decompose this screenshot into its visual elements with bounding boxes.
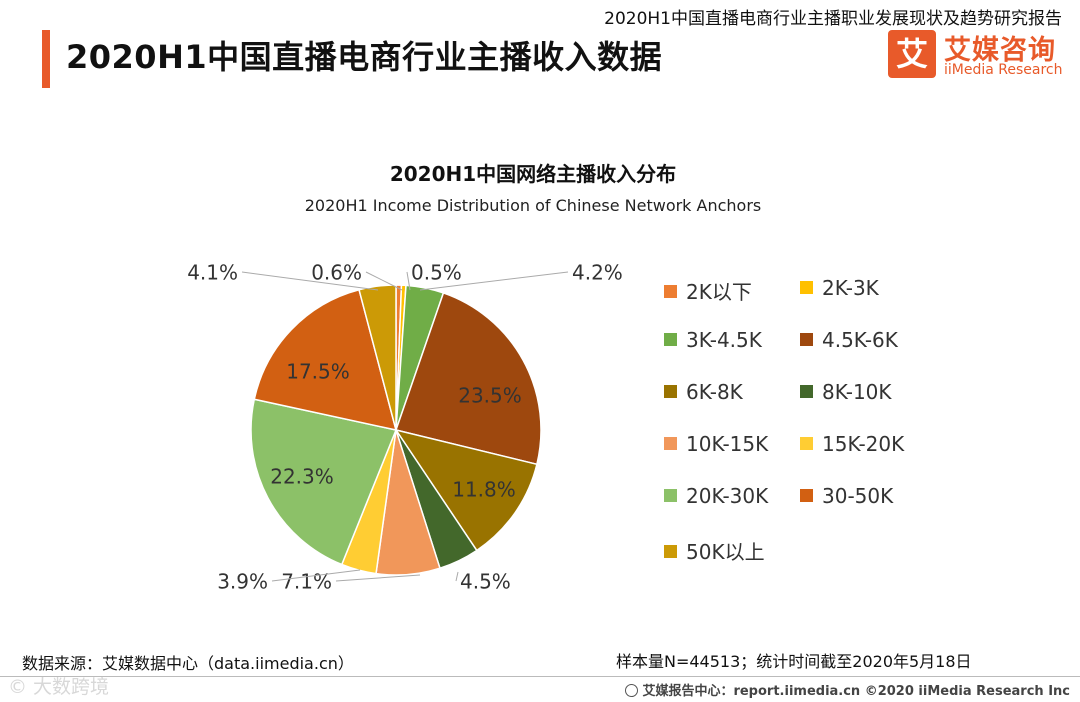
globe-icon: [625, 684, 639, 697]
leader-line-2: [419, 271, 569, 291]
leader-line-7: [271, 569, 361, 582]
legend-swatch: [664, 545, 677, 558]
legend-item-10: 50K以上: [664, 536, 765, 565]
sample-note: 样本量N=44513；统计时间截至2020年5月18日: [616, 652, 972, 671]
slice-label-2: 4.2%: [572, 261, 623, 285]
legend-swatch: [800, 385, 813, 398]
legend-label: 15K-20K: [822, 432, 905, 456]
iimedia-logo: 艾 艾媒咨询 iiMedia Research: [888, 30, 1064, 82]
legend-label: 10K-15K: [686, 432, 769, 456]
pie-slice-4: [394, 428, 538, 552]
page-title: 2020H1中国直播电商行业主播收入数据: [66, 38, 663, 76]
slice-label-7: 3.9%: [217, 570, 268, 594]
pie-slice-9: [253, 288, 398, 431]
legend-item-8: 20K-30K: [664, 484, 768, 508]
pie-slice-8: [250, 398, 398, 566]
title-accent-bar: [42, 30, 50, 88]
legend-item-7: 15K-20K: [800, 432, 904, 456]
copyright-text: 艾媒报告中心：report.iimedia.cn ©2020 iiMedia R…: [642, 684, 1070, 699]
legend-item-3: 4.5K-6K: [800, 328, 898, 352]
logo-mark: 艾: [888, 30, 936, 78]
legend-swatch: [800, 437, 813, 450]
pie-slice-3: [395, 292, 542, 466]
chart-subtitle: 2020H1 Income Distribution of Chinese Ne…: [304, 196, 762, 215]
leader-line-1: [406, 271, 411, 291]
slice-label-1: 0.5%: [411, 261, 462, 285]
watermark: © 大数跨境: [8, 676, 110, 698]
legend-label: 8K-10K: [822, 380, 892, 404]
legend-label: 4.5K-6K: [822, 328, 898, 352]
leader-line-6: [335, 574, 421, 582]
legend-label: 2K-3K: [822, 276, 879, 300]
legend-label: 6K-8K: [686, 380, 743, 404]
leader-line-10: [241, 271, 379, 291]
legend-item-0: 2K以下: [664, 276, 752, 305]
slice-label-10: 4.1%: [187, 261, 238, 285]
slice-label-0: 0.6%: [311, 261, 362, 285]
legend-label: 30-50K: [822, 484, 894, 508]
legend-item-4: 6K-8K: [664, 380, 743, 404]
legend-item-1: 2K-3K: [800, 276, 879, 300]
logo-cn-text: 艾媒咨询: [944, 35, 1056, 66]
pie-slice-10: [358, 284, 397, 431]
leader-line-5: [455, 571, 459, 582]
legend-item-2: 3K-4.5K: [664, 328, 762, 352]
legend-swatch: [664, 489, 677, 502]
legend-swatch: [664, 437, 677, 450]
slice-label-8: 22.3%: [270, 465, 334, 489]
legend-item-6: 10K-15K: [664, 432, 768, 456]
report-name: 2020H1中国直播电商行业主播职业发展现状及趋势研究报告: [604, 9, 1062, 29]
legend-item-5: 8K-10K: [800, 380, 892, 404]
chart-title: 2020H1中国网络主播收入分布: [389, 162, 677, 186]
legend-label: 2K以下: [686, 280, 752, 304]
legend-swatch: [800, 333, 813, 346]
legend-swatch: [800, 281, 813, 294]
legend-swatch: [800, 489, 813, 502]
slice-label-5: 4.5%: [460, 570, 511, 594]
legend-label: 50K以上: [686, 540, 765, 564]
legend-swatch: [664, 385, 677, 398]
slice-label-9: 17.5%: [286, 360, 350, 384]
logo-en-text: iiMedia Research: [944, 62, 1063, 78]
slice-label-4: 11.8%: [452, 478, 516, 502]
footer-divider: [0, 676, 1080, 677]
leader-line-0: [365, 271, 403, 291]
legend-swatch: [664, 285, 677, 298]
legend-label: 20K-30K: [686, 484, 769, 508]
slice-label-3: 23.5%: [458, 384, 522, 408]
slice-label-6: 7.1%: [281, 570, 332, 594]
data-source: 数据来源：艾媒数据中心（data.iimedia.cn）: [22, 654, 354, 673]
footer-copyright: 艾媒报告中心：report.iimedia.cn ©2020 iiMedia R…: [625, 680, 1070, 699]
legend-swatch: [664, 333, 677, 346]
legend-item-9: 30-50K: [800, 484, 893, 508]
legend-label: 3K-4.5K: [686, 328, 762, 352]
